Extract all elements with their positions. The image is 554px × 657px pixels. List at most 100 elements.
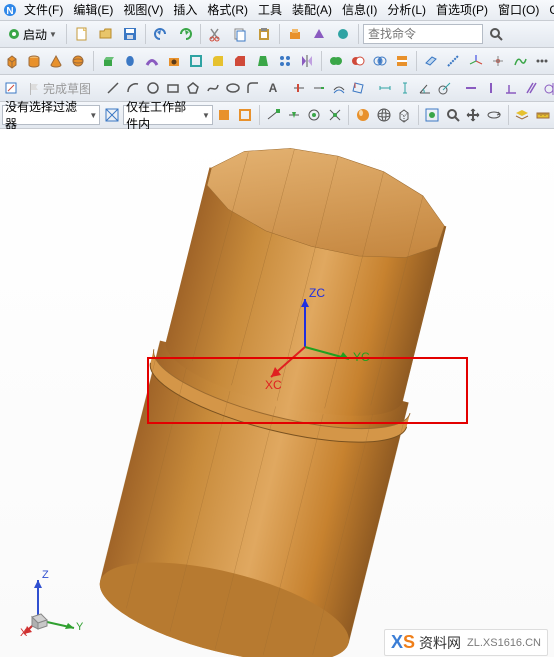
snap-intersect-button[interactable] (326, 104, 345, 126)
copy-button[interactable] (229, 23, 251, 45)
graphics-viewport[interactable]: XC YC ZC X Y Z XS 资料网 ZL.XS1616.CN (0, 129, 554, 657)
unite-button[interactable] (326, 50, 346, 72)
intersect-button[interactable] (370, 50, 390, 72)
spline-button[interactable] (204, 77, 222, 99)
new-file-button[interactable] (71, 23, 93, 45)
menu-analysis[interactable]: 分析(L) (383, 1, 430, 19)
command-search-input[interactable] (363, 24, 483, 44)
dim-vert-button[interactable] (396, 77, 414, 99)
point-button[interactable] (488, 50, 508, 72)
project-button[interactable] (350, 77, 368, 99)
cylinder-primitive-button[interactable] (24, 50, 44, 72)
menu-format[interactable]: 格式(R) (203, 1, 252, 19)
view-shaded-button[interactable] (353, 104, 372, 126)
menu-tools[interactable]: 工具 (254, 1, 286, 19)
open-file-button[interactable] (95, 23, 117, 45)
gear-icon (7, 27, 21, 41)
view-fit-button[interactable] (423, 104, 442, 126)
datum-axis-button[interactable] (443, 50, 463, 72)
dim-radius-button[interactable] (436, 77, 454, 99)
polygon-button[interactable] (184, 77, 202, 99)
view-wireframe-button[interactable] (374, 104, 393, 126)
feature-button-1[interactable] (284, 23, 306, 45)
scope-select[interactable]: 仅在工作部件内 ▼ (123, 105, 213, 125)
view-triad[interactable]: X Y Z (18, 568, 88, 638)
trim-button[interactable] (392, 50, 412, 72)
text-button[interactable]: A (264, 77, 282, 99)
dim-angle-button[interactable] (416, 77, 434, 99)
scope-button-1[interactable] (215, 104, 234, 126)
paste-button[interactable] (253, 23, 275, 45)
undo-button[interactable] (150, 23, 172, 45)
subtract-button[interactable] (348, 50, 368, 72)
selection-filter-select[interactable]: 没有选择过滤器 ▼ (2, 105, 100, 125)
cut-button[interactable] (205, 23, 227, 45)
menu-gctoolbox[interactable]: GC 工具箱 (545, 1, 554, 19)
circle-button[interactable] (144, 77, 162, 99)
menu-window[interactable]: 窗口(O) (494, 1, 543, 19)
hole-button[interactable] (164, 50, 184, 72)
watermark-logo-icon: XS (391, 632, 415, 653)
cone-primitive-button[interactable] (46, 50, 66, 72)
start-button[interactable]: 启动 ▼ (2, 23, 62, 45)
rectangle-button[interactable] (164, 77, 182, 99)
view-hidden-button[interactable] (395, 104, 414, 126)
layer-button[interactable] (512, 104, 531, 126)
save-button[interactable] (119, 23, 141, 45)
revolve-button[interactable] (120, 50, 140, 72)
extrude-button[interactable] (97, 50, 117, 72)
sketch-trim-button[interactable] (290, 77, 308, 99)
snap-mid-button[interactable] (284, 104, 303, 126)
menu-assembly[interactable]: 装配(A) (288, 1, 336, 19)
view-rotate-button[interactable] (485, 104, 504, 126)
chamfer-button[interactable] (230, 50, 250, 72)
snap-center-button[interactable] (305, 104, 324, 126)
datum-plane-button[interactable] (421, 50, 441, 72)
snap-end-button[interactable] (263, 104, 282, 126)
draft-button[interactable] (252, 50, 272, 72)
menu-file[interactable]: 文件(F) (20, 1, 67, 19)
constraint-horiz-button[interactable] (462, 77, 480, 99)
menu-insert[interactable]: 插入 (169, 1, 201, 19)
constraint-perp-button[interactable] (502, 77, 520, 99)
blend-button[interactable] (208, 50, 228, 72)
line-button[interactable] (104, 77, 122, 99)
shell-button[interactable] (186, 50, 206, 72)
filter-all-button[interactable] (102, 104, 121, 126)
feature-button-2[interactable] (308, 23, 330, 45)
search-go-button[interactable] (485, 23, 507, 45)
scope-button-2[interactable] (236, 104, 255, 126)
fillet-button[interactable] (244, 77, 262, 99)
annotation-rectangle (147, 357, 468, 424)
menu-edit[interactable]: 编辑(E) (69, 1, 117, 19)
ellipse-button[interactable] (224, 77, 242, 99)
dim-horiz-button[interactable] (376, 77, 394, 99)
svg-text:A: A (269, 81, 278, 95)
sphere-primitive-button[interactable] (68, 50, 88, 72)
measure-button[interactable] (533, 104, 552, 126)
view-zoom-button[interactable] (443, 104, 462, 126)
menu-info[interactable]: 信息(I) (338, 1, 381, 19)
watermark-url: ZL.XS1616.CN (467, 637, 541, 649)
box-primitive-button[interactable] (2, 50, 22, 72)
constraint-vert-button[interactable] (482, 77, 500, 99)
constraint-tangent-button[interactable] (542, 77, 554, 99)
sweep-button[interactable] (142, 50, 162, 72)
feature-button-3[interactable] (332, 23, 354, 45)
offset-button[interactable] (330, 77, 348, 99)
view-pan-button[interactable] (464, 104, 483, 126)
menu-prefs[interactable]: 首选项(P) (432, 1, 492, 19)
curve-button[interactable] (510, 50, 530, 72)
sketch-button[interactable] (2, 77, 20, 99)
menubar: N 文件(F) 编辑(E) 视图(V) 插入 格式(R) 工具 装配(A) 信息… (0, 0, 554, 21)
arc-button[interactable] (124, 77, 142, 99)
menu-view[interactable]: 视图(V) (119, 1, 167, 19)
mirror-button[interactable] (297, 50, 317, 72)
constraint-parallel-button[interactable] (522, 77, 540, 99)
datum-csys-button[interactable] (466, 50, 486, 72)
more-features-button[interactable] (532, 50, 552, 72)
extend-button[interactable] (310, 77, 328, 99)
redo-button[interactable] (174, 23, 196, 45)
app-logo-icon: N (2, 2, 18, 18)
pattern-button[interactable] (275, 50, 295, 72)
